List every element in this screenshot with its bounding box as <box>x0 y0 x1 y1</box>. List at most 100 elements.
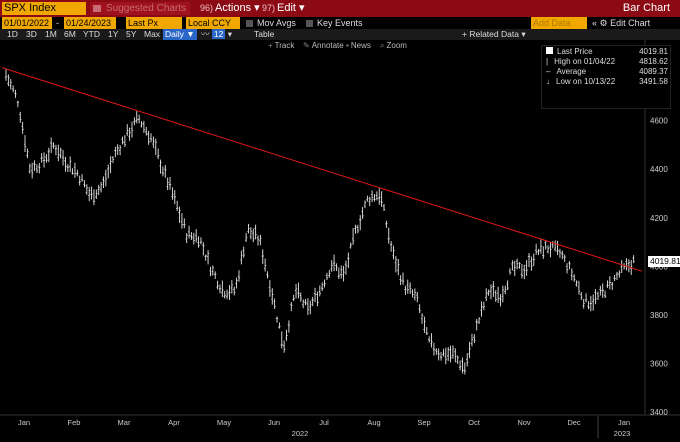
price-bar <box>432 342 436 356</box>
price-bar <box>368 196 371 207</box>
price-bar <box>532 253 535 267</box>
price-bar <box>468 341 471 359</box>
news-tool[interactable]: ▪ News <box>346 41 371 51</box>
price-bar <box>632 255 635 264</box>
tf-max[interactable]: Max <box>144 29 161 39</box>
price-bar <box>599 285 602 296</box>
price-bar <box>401 272 405 285</box>
price-bar <box>313 287 317 303</box>
tf-ytd[interactable]: YTD <box>83 29 100 39</box>
price-bar <box>596 291 600 301</box>
price-bar <box>11 85 15 93</box>
y-tick-label: 3800 <box>650 311 668 320</box>
tf-1y[interactable]: 1Y <box>108 29 119 39</box>
zoom-tool[interactable]: ⌕ Zoom <box>380 41 407 51</box>
price-bar <box>325 272 329 281</box>
price-bar <box>356 224 360 234</box>
price-bar <box>123 135 127 148</box>
dash-icon: – <box>546 67 551 76</box>
checkbox-icon <box>246 20 253 28</box>
price-bar <box>425 327 428 336</box>
window-title: Bar Chart <box>622 2 670 14</box>
price-bar <box>518 262 521 269</box>
price-bar <box>592 294 595 311</box>
price-bar <box>4 68 8 81</box>
key-events-toggle[interactable]: Key Events <box>306 17 363 29</box>
actions-label: Actions <box>215 2 252 14</box>
date-separator: - <box>56 18 59 28</box>
price-bar <box>515 258 519 270</box>
price-bar <box>499 293 502 307</box>
chart-legend: Last Price 4019.81 | High on 01/04/22 481… <box>541 45 671 109</box>
edit-chart-button[interactable]: « ⚙ Edit Chart <box>592 17 650 29</box>
price-bar <box>470 333 474 347</box>
price-bar <box>28 163 31 174</box>
edit-number: 97) <box>262 3 276 13</box>
price-bar <box>223 290 226 299</box>
price-bar <box>156 148 160 160</box>
mov-avgs-toggle[interactable]: Mov Avgs <box>246 17 296 29</box>
price-bar <box>237 270 241 282</box>
price-bar <box>211 265 215 276</box>
legend-last-price: Last Price <box>546 47 593 57</box>
zoom-label: Zoom <box>386 41 407 50</box>
price-bar <box>473 334 476 344</box>
price-bar <box>214 271 217 279</box>
price-bar <box>40 153 43 163</box>
price-bar <box>52 142 55 149</box>
track-tool[interactable]: + Track <box>268 41 294 51</box>
related-data-label: Related Data <box>469 29 519 39</box>
tf-1m[interactable]: 1M <box>45 29 57 39</box>
crosshair-icon: + <box>268 41 273 50</box>
table-button[interactable]: Table <box>254 29 275 39</box>
currency-select[interactable]: Local CCY <box>186 17 240 29</box>
ticker-field[interactable]: SPX Index <box>2 2 86 15</box>
price-bar <box>347 252 350 269</box>
edit-menu[interactable]: 97) Edit ▾ <box>262 2 305 15</box>
start-date-field[interactable]: 01/01/2022 <box>2 17 52 29</box>
last-price-tag: 4019.81 <box>648 256 680 267</box>
price-bar <box>209 266 212 277</box>
price-bar <box>399 275 402 285</box>
price-bar <box>61 149 65 166</box>
price-bar <box>482 301 486 311</box>
tick-icon: | <box>546 57 549 66</box>
annotate-tool[interactable]: ✎ Annotate <box>303 41 344 51</box>
x-tick-label: Dec <box>567 418 581 427</box>
price-bar <box>413 288 417 301</box>
price-bar <box>192 232 196 245</box>
price-field-select[interactable]: Last Px <box>126 17 182 29</box>
price-bar <box>190 232 193 240</box>
price-bar <box>271 288 274 305</box>
frequency-select[interactable]: Daily ▼ <box>163 29 197 40</box>
price-bar <box>404 285 407 296</box>
price-bar <box>225 289 229 300</box>
tf-1d[interactable]: 1D <box>7 29 18 39</box>
price-bar <box>435 348 438 355</box>
y-axis-ticks: 34003600380040004200440046004800 <box>650 68 668 417</box>
price-bar <box>487 289 490 296</box>
end-date-field[interactable]: 01/24/2023 <box>64 17 116 29</box>
price-bar <box>351 228 355 245</box>
price-bar <box>570 268 574 281</box>
related-data-button[interactable]: + Related Data ▾ <box>462 29 526 39</box>
price-bar <box>9 78 12 90</box>
price-bar <box>254 224 257 240</box>
add-data-input[interactable]: Add Data <box>531 17 587 29</box>
price-bar <box>477 317 481 324</box>
chart-type-button[interactable]: 〰 12 ▾ <box>201 29 232 39</box>
price-bar <box>180 213 184 229</box>
double-chevron-icon: « <box>592 18 598 28</box>
tf-6m[interactable]: 6M <box>64 29 76 39</box>
price-bar <box>594 289 597 305</box>
price-bar <box>456 355 459 364</box>
suggested-charts-button[interactable]: Suggested Charts <box>90 2 190 15</box>
price-bar <box>337 267 341 280</box>
tf-3d[interactable]: 3D <box>26 29 37 39</box>
tf-5y[interactable]: 5Y <box>126 29 137 39</box>
legend-last-value: 4019.81 <box>639 47 668 56</box>
price-bar <box>613 274 616 282</box>
news-label: News <box>350 41 371 50</box>
price-bar <box>76 169 79 177</box>
actions-menu[interactable]: 96) Actions ▾ <box>200 2 260 15</box>
